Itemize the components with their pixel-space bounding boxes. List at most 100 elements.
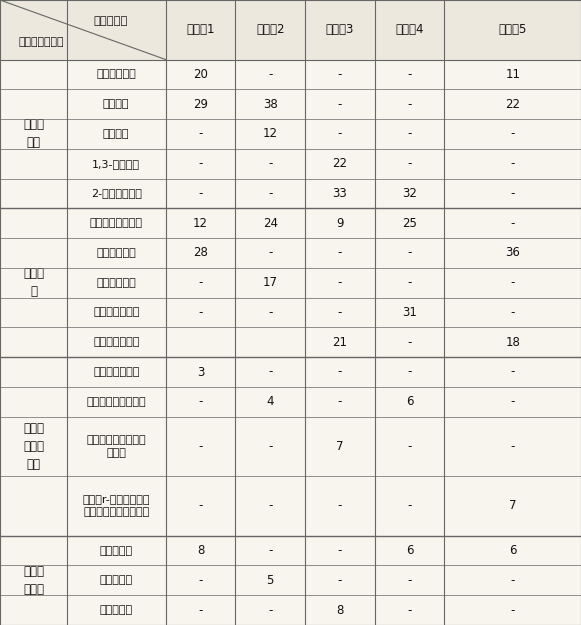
- Text: -: -: [268, 544, 272, 557]
- Text: 28: 28: [193, 246, 208, 259]
- Text: -: -: [268, 187, 272, 200]
- Text: -: -: [511, 187, 515, 200]
- Text: 38: 38: [263, 98, 278, 111]
- Text: 2-甲基四氢呋喃: 2-甲基四氢呋喃: [91, 189, 142, 199]
- Text: -: -: [338, 395, 342, 408]
- Text: -: -: [338, 366, 342, 379]
- Text: -: -: [198, 187, 203, 200]
- Text: -: -: [407, 336, 412, 349]
- Text: -: -: [338, 246, 342, 259]
- Text: 31: 31: [402, 306, 417, 319]
- Text: -: -: [198, 306, 203, 319]
- Text: 8: 8: [197, 544, 204, 557]
- Text: 32: 32: [402, 187, 417, 200]
- Text: 实施例1: 实施例1: [186, 23, 215, 36]
- Text: -: -: [511, 158, 515, 170]
- Text: -: -: [268, 499, 272, 512]
- Text: -: -: [198, 276, 203, 289]
- Text: 36: 36: [505, 246, 520, 259]
- Text: 碳酸酯
化合物: 碳酸酯 化合物: [23, 565, 44, 596]
- Text: 18: 18: [505, 336, 520, 349]
- Text: -: -: [407, 127, 412, 141]
- Text: 四氢呋喃: 四氢呋喃: [103, 99, 130, 109]
- Text: 12: 12: [263, 127, 278, 141]
- Text: 实施例4: 实施例4: [395, 23, 424, 36]
- Text: -: -: [407, 276, 412, 289]
- Text: 22: 22: [332, 158, 347, 170]
- Text: 有机硅
表面活
性剂: 有机硅 表面活 性剂: [23, 422, 44, 471]
- Text: -: -: [268, 246, 272, 259]
- Text: 20: 20: [193, 68, 208, 81]
- Text: -: -: [268, 306, 272, 319]
- Text: -: -: [407, 98, 412, 111]
- Text: 33: 33: [332, 187, 347, 200]
- Text: -: -: [407, 246, 412, 259]
- Text: -: -: [268, 440, 272, 453]
- Text: 杂环化
合物: 杂环化 合物: [23, 118, 44, 149]
- Text: -: -: [511, 217, 515, 230]
- Text: 1,3-二氧五环: 1,3-二氧五环: [92, 159, 140, 169]
- Text: 碳酸丁烯酯: 碳酸丁烯酯: [99, 605, 133, 615]
- Text: -: -: [407, 574, 412, 587]
- Text: -: -: [511, 306, 515, 319]
- Text: -: -: [198, 604, 203, 617]
- Text: -: -: [268, 68, 272, 81]
- Text: 12: 12: [193, 217, 208, 230]
- Text: 17: 17: [263, 276, 278, 289]
- Text: -: -: [338, 499, 342, 512]
- Text: 11: 11: [505, 68, 520, 81]
- Text: -: -: [338, 68, 342, 81]
- Text: 25: 25: [402, 217, 417, 230]
- Text: -: -: [268, 158, 272, 170]
- Text: -: -: [407, 366, 412, 379]
- Text: 四丁基氟化铵: 四丁基氟化铵: [96, 278, 136, 288]
- Text: 氯化苄基三乙基铵: 氯化苄基三乙基铵: [89, 218, 143, 228]
- Text: 9: 9: [336, 217, 343, 230]
- Text: -: -: [511, 276, 515, 289]
- Text: 聚乙氧基聚三硅氧烷: 聚乙氧基聚三硅氧烷: [87, 397, 146, 407]
- Text: 四丁基溴化铵: 四丁基溴化铵: [96, 248, 136, 258]
- Text: 7: 7: [509, 499, 517, 512]
- Text: 四丁基氢氧化铵: 四丁基氢氧化铵: [93, 308, 139, 318]
- Text: -: -: [511, 127, 515, 141]
- Text: -: -: [338, 127, 342, 141]
- Text: 3: 3: [197, 366, 204, 379]
- Text: -: -: [511, 440, 515, 453]
- Text: -: -: [511, 604, 515, 617]
- Text: 硫酸氢四丁基铵: 硫酸氢四丁基铵: [93, 338, 139, 348]
- Text: 21: 21: [332, 336, 347, 349]
- Text: -: -: [407, 440, 412, 453]
- Text: -: -: [198, 574, 203, 587]
- Text: 4: 4: [267, 395, 274, 408]
- Text: -: -: [338, 276, 342, 289]
- Text: 磺化三聚氰胺: 磺化三聚氰胺: [96, 69, 136, 79]
- Text: 碳酸丙烯酯: 碳酸丙烯酯: [99, 546, 133, 556]
- Text: 四级铵
盐: 四级铵 盐: [23, 268, 44, 298]
- Text: 实施例2: 实施例2: [256, 23, 285, 36]
- Text: 实施例3: 实施例3: [326, 23, 354, 36]
- Text: -: -: [198, 440, 203, 453]
- Text: 6: 6: [406, 544, 413, 557]
- Text: -: -: [338, 544, 342, 557]
- Text: -: -: [511, 574, 515, 587]
- Text: -: -: [407, 158, 412, 170]
- Text: 实施例编号: 实施例编号: [94, 16, 128, 26]
- Text: -: -: [407, 68, 412, 81]
- Text: 硅酮表面活性剂: 硅酮表面活性剂: [93, 367, 139, 377]
- Text: 氯化（r-三乙氧基硅丙
基）二甲基十二烷基铵: 氯化（r-三乙氧基硅丙 基）二甲基十二烷基铵: [83, 495, 150, 517]
- Text: -: -: [511, 395, 515, 408]
- Text: -: -: [198, 395, 203, 408]
- Text: 原料（重量份）: 原料（重量份）: [19, 37, 64, 47]
- Text: -: -: [198, 158, 203, 170]
- Text: 6: 6: [406, 395, 413, 408]
- Text: 四氢糠醇: 四氢糠醇: [103, 129, 130, 139]
- Text: -: -: [511, 366, 515, 379]
- Text: 8: 8: [336, 604, 343, 617]
- Text: 22: 22: [505, 98, 520, 111]
- Text: 聚环醚改性聚三甲基
硅氧烷: 聚环醚改性聚三甲基 硅氧烷: [87, 435, 146, 457]
- Text: 5: 5: [267, 574, 274, 587]
- Text: 24: 24: [263, 217, 278, 230]
- Text: 6: 6: [509, 544, 517, 557]
- Text: -: -: [338, 98, 342, 111]
- Text: -: -: [338, 574, 342, 587]
